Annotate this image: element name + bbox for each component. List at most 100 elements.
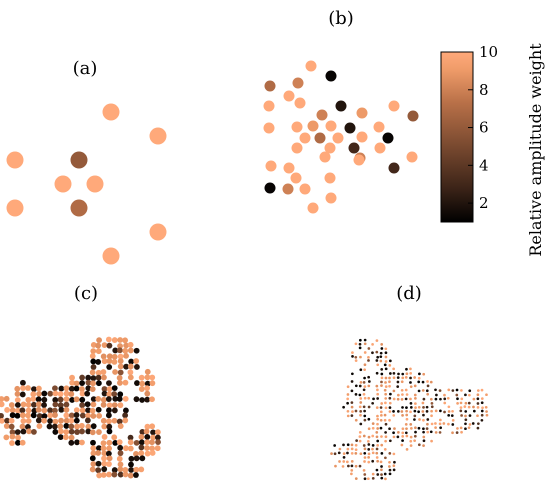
panel-d-point <box>380 384 383 387</box>
panel-d-point <box>346 385 350 389</box>
panel-d-point <box>380 468 383 472</box>
panel-c-point <box>79 396 86 403</box>
panel-d-point <box>354 464 358 468</box>
panel-d-point <box>354 443 358 447</box>
panel-d-point <box>388 468 392 472</box>
panel-d-point <box>430 405 434 409</box>
panel-d-point <box>464 427 467 431</box>
panel-d-point <box>371 426 375 430</box>
panel-c-point <box>19 391 26 398</box>
panel-d-point <box>388 460 391 464</box>
panel-c-point <box>117 343 123 349</box>
panel-d-point <box>397 372 400 376</box>
panel-label-a: (a) <box>73 58 98 79</box>
panel-d-point <box>401 439 404 442</box>
panel-d-point <box>367 355 370 359</box>
panel-d-point <box>362 388 366 392</box>
panel-d-point <box>333 452 337 456</box>
panel-c-point <box>100 369 107 375</box>
panel-d-point <box>363 451 367 455</box>
panel-d-point <box>400 398 404 401</box>
panel-c-point <box>25 401 32 408</box>
panel-d-point <box>362 434 366 438</box>
panel-d-point <box>358 430 362 434</box>
panel-d-point <box>375 447 379 451</box>
panel-c-point <box>112 395 119 402</box>
panel-d-point <box>362 405 366 409</box>
panel-d-point <box>367 375 371 379</box>
panel-d-point <box>354 452 358 455</box>
panel-d-point <box>376 363 380 367</box>
panel-d-point <box>456 401 459 405</box>
panel-c-point <box>8 423 15 430</box>
panel-c-point <box>63 423 70 429</box>
panel-c-point <box>105 396 112 402</box>
panel-d-point <box>384 351 388 355</box>
panel-c-point <box>90 364 97 370</box>
panel-c-point <box>116 396 123 402</box>
panel-d-point <box>384 360 388 363</box>
colorbar-tick-label: 4 <box>479 156 489 174</box>
panel-d-point <box>362 444 366 447</box>
panel-d-point <box>396 380 400 384</box>
panel-d-point <box>375 384 379 388</box>
panel-a-point <box>6 151 24 169</box>
panel-c-point <box>14 391 21 397</box>
panel-d-point <box>414 430 417 434</box>
panel-d-point <box>413 418 416 421</box>
panel-b-point <box>382 132 394 144</box>
panel-d-point <box>397 431 400 434</box>
panel-d-point <box>392 410 395 413</box>
panel-d-point <box>363 456 367 459</box>
panel-c-point <box>47 390 54 397</box>
panel-c-point <box>100 417 107 424</box>
panel-c-point <box>100 445 107 452</box>
panel-c-point <box>25 407 32 414</box>
panel-d-point <box>409 439 413 443</box>
panel-c-point <box>95 445 102 451</box>
panel-d-point <box>409 444 413 447</box>
panel-d-point <box>422 397 426 401</box>
panel-c-point <box>106 428 113 435</box>
panel-c-point <box>73 385 80 392</box>
panel-d-point <box>358 405 362 409</box>
panel-c-point <box>149 396 155 403</box>
panel-d-point <box>358 464 362 468</box>
panel-d-point <box>422 372 426 376</box>
panel-d-point <box>401 414 404 417</box>
panel-c-point <box>101 358 108 365</box>
panel-c-point <box>106 391 113 398</box>
panel-d-point <box>429 397 433 401</box>
panel-d-point <box>384 435 388 439</box>
panel-d-point <box>438 422 442 426</box>
panel-d-point <box>484 405 488 409</box>
panel-c-point <box>68 423 75 430</box>
panel-c-point <box>133 472 139 478</box>
panel-c-point <box>122 471 129 478</box>
panel-c-point <box>133 451 139 457</box>
panel-d-point <box>367 417 371 421</box>
panel-c-point <box>51 423 58 430</box>
panel-c-point <box>127 439 134 446</box>
panel-c-point <box>78 422 85 429</box>
panel-d-point <box>367 435 371 439</box>
panel-d-point <box>400 443 404 447</box>
panel-d-point <box>476 414 479 418</box>
panel-d-point <box>467 401 471 405</box>
panel-c-point <box>89 386 96 393</box>
panel-d-point <box>434 397 438 401</box>
panel-d-point <box>358 342 362 346</box>
panel-b-point <box>388 100 400 112</box>
panel-d-point <box>375 359 379 362</box>
panel-c-point <box>116 418 123 425</box>
panel-d-point <box>376 388 379 392</box>
panel-c-point <box>149 439 155 446</box>
panel-d-point <box>380 380 383 384</box>
panel-c-point <box>26 428 32 435</box>
panel-b-point <box>324 172 336 184</box>
panel-d-point <box>371 451 375 455</box>
panel-c-point <box>20 428 27 435</box>
panel-d-point <box>375 339 379 342</box>
panel-c-point <box>90 461 97 467</box>
panel-c-point <box>128 467 135 473</box>
